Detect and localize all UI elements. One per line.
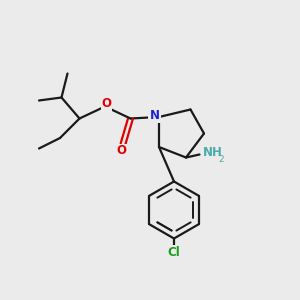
Text: O: O — [101, 97, 112, 110]
Text: 2: 2 — [219, 155, 224, 164]
Text: Cl: Cl — [168, 246, 180, 259]
Text: O: O — [116, 144, 127, 157]
Text: N: N — [149, 109, 160, 122]
Text: NH: NH — [203, 146, 223, 160]
